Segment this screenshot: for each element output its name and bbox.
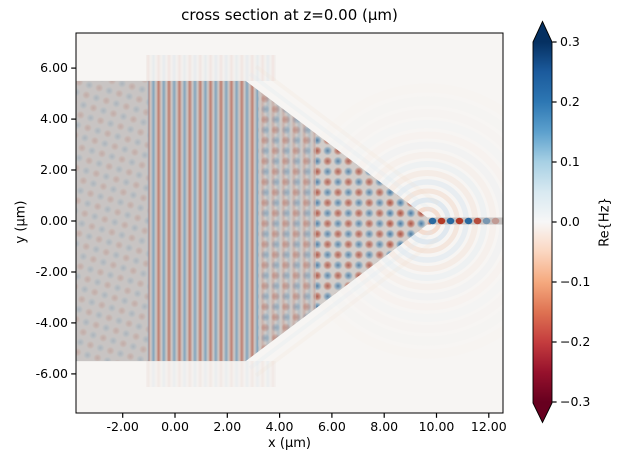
x-tick-label: 12.00 xyxy=(470,419,507,434)
axis-tick-marks xyxy=(71,67,490,418)
colorbar-label: Re{Hz} xyxy=(597,197,613,247)
colorbar-gradient-bar xyxy=(532,20,553,424)
colorbar-tick-label: 0.3 xyxy=(560,34,580,49)
colorbar xyxy=(532,20,557,424)
leakage-stripes-top xyxy=(146,55,276,81)
y-tick-label: 6.00 xyxy=(40,60,68,76)
y-tick-label: 4.00 xyxy=(40,111,68,127)
leakage-stripes-bottom xyxy=(146,361,276,387)
y-tick-label: 0.00 xyxy=(40,213,68,228)
y-tick-label: -2.00 xyxy=(35,264,68,279)
field-backward-region xyxy=(76,80,149,362)
x-tick-label: 6.00 xyxy=(317,419,346,434)
colorbar-tick-marks xyxy=(552,41,557,403)
colorbar-tick-label: 0.0 xyxy=(560,214,580,229)
x-tick-label: 10.00 xyxy=(418,419,455,434)
colorbar-tick-label: −0.1 xyxy=(560,274,591,289)
x-axis-label: x (μm) xyxy=(268,436,311,451)
structure-veil xyxy=(76,80,503,362)
colorbar-tick-label: 0.1 xyxy=(560,154,580,169)
x-tick-label: -2.00 xyxy=(106,419,139,434)
y-tick-label: -6.00 xyxy=(35,365,68,381)
y-tick-label: -4.00 xyxy=(35,314,68,330)
colorbar-tick-label: −0.3 xyxy=(560,394,591,409)
x-tick-label: 0.00 xyxy=(161,419,189,434)
y-tick-label: 2.00 xyxy=(40,162,68,177)
x-tick-label: 8.00 xyxy=(370,419,399,434)
axes-frame xyxy=(75,32,504,414)
colorbar-tick-label: 0.2 xyxy=(560,94,580,109)
x-tick-label: 2.00 xyxy=(213,419,242,434)
colorbar-tick-label: −0.2 xyxy=(560,334,591,349)
field-planewave-stripes xyxy=(148,80,261,362)
waveguide-mode-lobes xyxy=(428,217,500,225)
x-tick-label: 4.00 xyxy=(265,419,294,434)
field-pattern xyxy=(76,80,503,362)
figure-title: cross section at z=0.00 (μm) xyxy=(181,6,398,24)
